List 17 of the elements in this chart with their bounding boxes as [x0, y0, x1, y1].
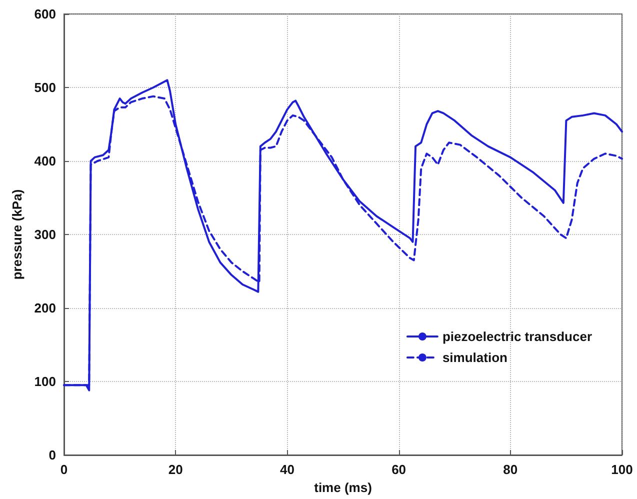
y-tick-label: 0 — [48, 448, 56, 462]
x-tick-label: 40 — [280, 462, 294, 477]
y-tick-label: 400 — [34, 154, 56, 168]
y-axis-title: pressure (kPa) — [9, 189, 24, 280]
y-tick-label: 200 — [34, 300, 56, 316]
y-tick-label: 100 — [34, 374, 56, 389]
y-tick-label: 600 — [34, 6, 56, 22]
y-tick-label: 500 — [34, 80, 56, 95]
x-tick-label: 20 — [168, 462, 183, 477]
legend-label: simulation — [442, 350, 508, 365]
x-tick-label: 100 — [611, 462, 633, 477]
x-tick-label: 60 — [392, 462, 406, 477]
x-tick-label: 0 — [60, 462, 68, 477]
y-tick-label: 300 — [34, 227, 56, 242]
x-axis-title: time (ms) — [314, 480, 372, 495]
legend-label: piezoelectric transducer — [442, 329, 592, 344]
x-tick-label: 80 — [503, 462, 518, 477]
